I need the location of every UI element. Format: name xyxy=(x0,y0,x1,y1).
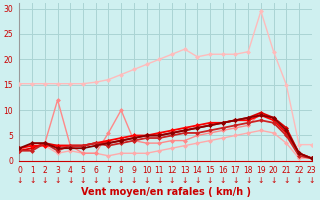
X-axis label: Vent moyen/en rafales ( km/h ): Vent moyen/en rafales ( km/h ) xyxy=(81,187,251,197)
